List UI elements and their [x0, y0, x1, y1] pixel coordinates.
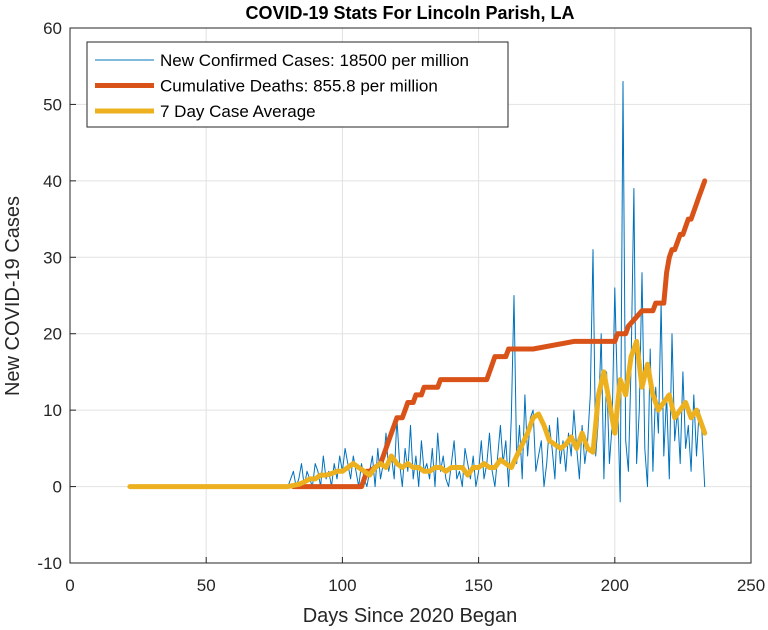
- y-tick-label: 30: [43, 248, 62, 267]
- legend-box: [86, 41, 509, 128]
- y-tick-label: 40: [43, 172, 62, 191]
- x-tick-label: 250: [737, 576, 765, 595]
- x-tick-label: 200: [601, 576, 629, 595]
- x-axis-ticks: 0 50 100 150 200 250: [65, 557, 765, 595]
- series-lines: [127, 81, 708, 503]
- y-tick-label: 60: [43, 19, 62, 38]
- y-tick-label: 10: [43, 401, 62, 420]
- series-line-new-confirmed-cases: [129, 81, 706, 503]
- y-tick-label: 20: [43, 325, 62, 344]
- series-line-cumulative-deaths: [290, 178, 708, 490]
- y-tick-label: 0: [53, 478, 62, 497]
- y-axis-label: New COVID-19 Cases: [2, 196, 24, 396]
- legend: New Confirmed Cases: 18500 per million Cu…: [86, 41, 509, 128]
- legend-entry: Cumulative Deaths: 855.8 per million: [160, 77, 438, 96]
- plot-frame: [69, 27, 752, 564]
- y-axis-ticks: -10 0 10 20 30 40 50 60: [37, 19, 76, 573]
- legend-entry: 7 Day Case Average: [160, 102, 316, 121]
- x-tick-label: 50: [197, 576, 216, 595]
- series-line-7-day-case-average: [127, 338, 708, 490]
- x-tick-label: 0: [65, 576, 74, 595]
- x-axis-label: Days Since 2020 Began: [303, 605, 518, 627]
- chart-title: COVID-19 Stats For Lincoln Parish, LA: [245, 3, 574, 23]
- x-tick-label: 150: [464, 576, 492, 595]
- y-tick-label: 50: [43, 95, 62, 114]
- legend-entry: New Confirmed Cases: 18500 per million: [160, 51, 469, 70]
- y-tick-label: -10: [37, 554, 62, 573]
- x-tick-label: 100: [328, 576, 356, 595]
